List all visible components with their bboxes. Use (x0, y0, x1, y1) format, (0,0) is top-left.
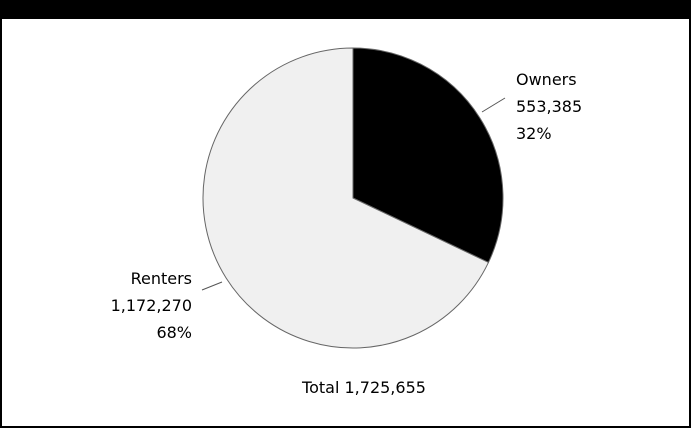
pie-slice-owners (352, 47, 504, 264)
pie-slice-renters (202, 47, 490, 349)
renters-label-group: Renters 1,172,270 68% (111, 269, 192, 342)
owners-value: 553,385 (516, 97, 582, 116)
renters-value: 1,172,270 (111, 296, 192, 315)
renters-leader-line (201, 281, 223, 291)
owners-leader-line (481, 97, 506, 113)
renters-percent: 68% (156, 323, 192, 342)
owners-percent: 32% (516, 124, 552, 143)
renters-label: Renters (131, 269, 192, 288)
owners-label-group: Owners 553,385 32% (516, 70, 582, 143)
total-label: Total 1,725,655 (301, 378, 426, 397)
pie-slices (202, 47, 504, 349)
owners-label: Owners (516, 70, 577, 89)
